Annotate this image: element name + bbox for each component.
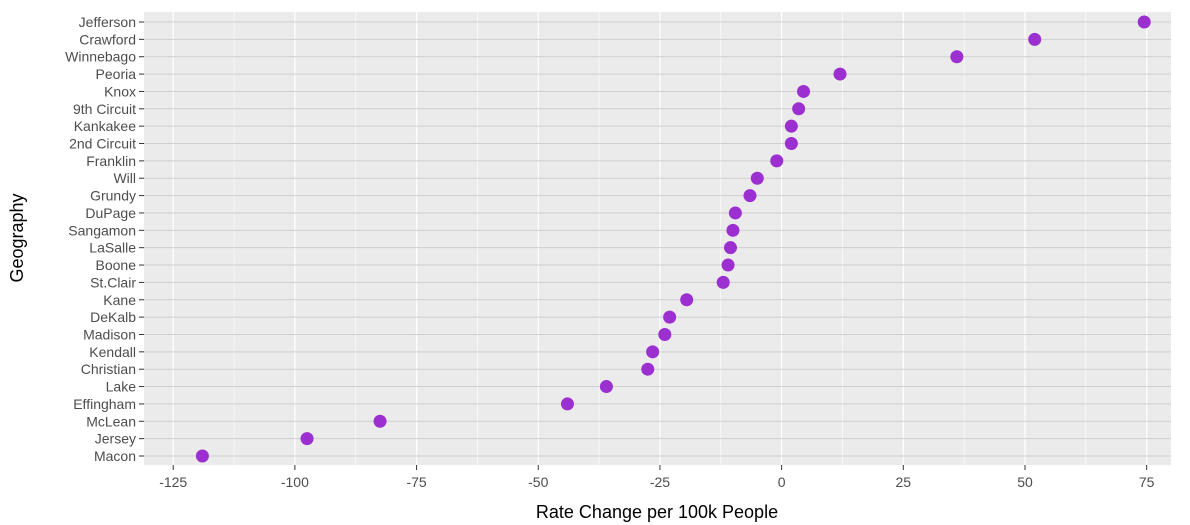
data-point [560, 397, 574, 411]
data-point [663, 310, 677, 324]
x-tick-label: 0 [778, 474, 786, 490]
data-points [195, 15, 1151, 463]
y-tick-label: LaSalle [89, 240, 136, 256]
x-tick-label: -100 [281, 474, 309, 490]
data-point [724, 241, 738, 255]
y-tick-label: DuPage [85, 205, 136, 221]
y-tick-label: Peoria [96, 66, 137, 82]
y-tick-label: Lake [106, 379, 137, 395]
y-tick-label: McLean [86, 413, 136, 429]
y-tick-label: Sangamon [68, 222, 136, 238]
y-tick-label: Kendall [89, 344, 136, 360]
data-point [743, 189, 757, 203]
y-tick-label: Grundy [90, 188, 136, 204]
data-point [797, 84, 811, 98]
data-point [721, 258, 735, 272]
x-axis: -125 -100 -75 -50 -25 0 25 50 75 [159, 465, 1155, 490]
x-tick-label: 25 [896, 474, 912, 490]
y-tick-label: 2nd Circuit [69, 136, 136, 152]
x-tick-label: -125 [159, 474, 187, 490]
y-tick-label: Kankakee [74, 118, 136, 134]
y-tick-label: Effingham [73, 396, 136, 412]
data-point [726, 223, 740, 237]
plot-panel [144, 12, 1171, 465]
x-tick-label: 50 [1017, 474, 1033, 490]
data-point [646, 345, 660, 359]
data-point [599, 380, 613, 394]
data-point [784, 137, 798, 151]
data-point [784, 119, 798, 133]
data-point [792, 102, 806, 116]
y-tick-label: Crawford [79, 31, 136, 47]
data-point [300, 432, 314, 446]
y-tick-label: Jersey [95, 431, 136, 447]
data-point [658, 327, 672, 341]
data-point [1028, 32, 1042, 46]
y-axis-title: Geography [7, 193, 27, 282]
data-point [1137, 15, 1151, 29]
y-tick-label: St.Clair [90, 274, 136, 290]
y-tick-label: Christian [81, 361, 136, 377]
x-tick-label: -25 [650, 474, 670, 490]
y-tick-label: Will [113, 170, 136, 186]
data-point [373, 414, 387, 428]
x-tick-label: -75 [406, 474, 426, 490]
y-tick-label: DeKalb [90, 309, 136, 325]
minor-gridlines [233, 12, 1087, 465]
data-point [728, 206, 742, 220]
data-point [641, 362, 655, 376]
y-tick-label: Franklin [86, 153, 136, 169]
x-tick-label: -50 [528, 474, 548, 490]
data-point [716, 275, 730, 289]
data-point [950, 50, 964, 64]
y-tick-label: Kane [103, 292, 136, 308]
y-tick-label: 9th Circuit [73, 101, 136, 117]
data-point [770, 154, 784, 168]
x-axis-title: Rate Change per 100k People [536, 502, 778, 522]
data-point [195, 449, 209, 463]
data-point [680, 293, 694, 307]
y-tick-label: Knox [104, 83, 136, 99]
y-tick-label: Boone [96, 257, 137, 273]
major-gridlines [144, 12, 1171, 465]
x-tick-label: 75 [1139, 474, 1155, 490]
data-point [750, 171, 764, 185]
y-tick-label: Macon [94, 448, 136, 464]
y-tick-label: Winnebago [65, 49, 136, 65]
y-tick-label: Jefferson [79, 14, 136, 30]
y-tick-label: Madison [83, 326, 136, 342]
data-point [833, 67, 847, 81]
